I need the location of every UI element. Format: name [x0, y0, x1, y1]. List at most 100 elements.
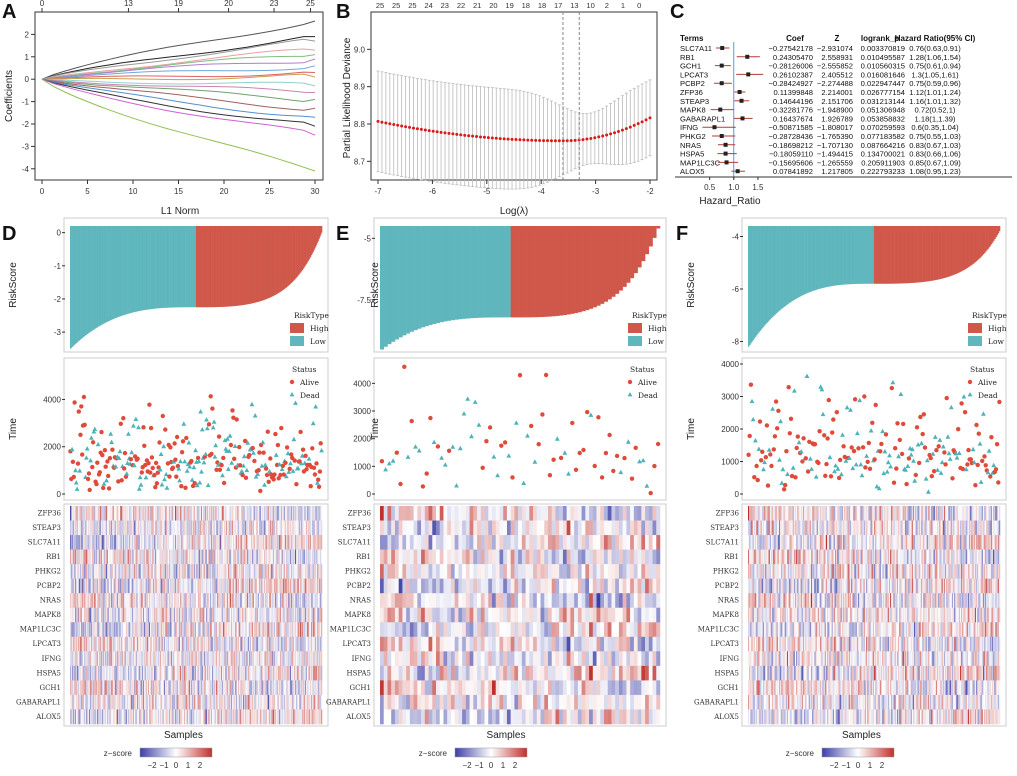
panel-d-heat-cell [320, 636, 322, 652]
panel-d-heat-cell [164, 651, 167, 667]
panel-d-risk-bar [272, 226, 274, 297]
panel-d-heat-cell [201, 622, 203, 638]
panel-d-risk-bar [291, 226, 293, 283]
panel-d-heat-cell [195, 636, 197, 652]
panel-d-heat-cell [139, 520, 141, 536]
panel-d-heat-cell [151, 622, 153, 638]
panel-d-heat-cell [284, 549, 286, 565]
panel-d-heat-cell [218, 680, 220, 696]
panel-d-risk-bar [301, 226, 303, 271]
panel-d-heat-cell [293, 535, 295, 550]
panel-d-heat-cell [164, 593, 167, 609]
panel-d-heat-cell [158, 506, 160, 521]
panel-d-heat-cell [296, 549, 298, 565]
panel-d-heat-cell [249, 506, 251, 521]
panel-d-heat-cell [276, 665, 278, 681]
panel-d-heat-cell [154, 593, 156, 609]
panel-d-heat-cell [223, 593, 225, 609]
panel-d-heat-cell [133, 680, 135, 696]
panel-d-heat-cell [88, 636, 90, 652]
panel-d-risk-bar [82, 226, 84, 338]
panel-d-heat-cell [318, 593, 320, 609]
panel-d-heat-cell [132, 506, 134, 521]
panel-d-heat-cell [266, 549, 268, 565]
panel-d-heat-cell [259, 651, 261, 667]
panel-d-heat-cell [131, 665, 133, 681]
panel-d-heat-cell [75, 636, 77, 652]
panel-d-heat-cell [133, 607, 135, 623]
panel-d-heat-cell [159, 578, 161, 594]
panel-d-heat-cell [240, 622, 242, 638]
panel-d-heat-cell [281, 564, 283, 579]
panel-d-legend-swatch-high [290, 323, 304, 333]
panel-d-heat-cell [137, 520, 139, 536]
panel-d-heat-cell [151, 680, 153, 696]
panel-d-heat-cell [311, 665, 313, 681]
panel-d-heat-cell [258, 607, 260, 623]
panel-d-heat-cell [198, 651, 200, 667]
panel-d-heat-cell [186, 651, 188, 667]
panel-d-risk-bar [239, 226, 241, 306]
panel-d-heat-cell [315, 622, 317, 638]
panel-d-heat-cell [201, 636, 203, 652]
panel-d-heat-cell [200, 535, 202, 550]
panel-d-heat-cell [292, 665, 294, 681]
panel-d-heat-cell [304, 636, 306, 652]
panel-d-heat-cell [124, 506, 126, 521]
panel-b-point [514, 138, 518, 142]
panel-d-heat-cell [170, 636, 172, 652]
panel-b-point [490, 136, 494, 140]
panel-d-heat-cell [173, 593, 175, 609]
panel-d-heat-cell [307, 506, 309, 521]
panel-d-heat-cell [259, 607, 261, 623]
panel-d-heat-cell [261, 607, 263, 623]
panel-d-status-point-dead [245, 440, 251, 445]
panel-d-heat-cell [241, 564, 243, 579]
panel-d-heat-cell [168, 549, 170, 565]
panel-d-heat-cell [174, 607, 176, 623]
panel-d-heat-cell [112, 535, 114, 550]
panel-b-point [553, 139, 557, 143]
panel-d-heat-cell [111, 506, 113, 521]
panel-d-heat-cell [218, 636, 220, 652]
panel-d-heat-cell [252, 578, 254, 594]
panel-d-heat-cell [243, 520, 245, 536]
panel-d-heat-cell [237, 607, 239, 623]
panel-d-heat-cell [265, 607, 267, 623]
panel-d-heat-cell [309, 593, 311, 609]
panel-d-heat-cell [271, 535, 273, 550]
panel-d-heat-cell [70, 665, 72, 681]
panel-d-heat-cell [179, 593, 181, 609]
panel-d-heat-cell [150, 622, 152, 638]
panel-d-heat-cell [249, 593, 251, 609]
panel-d-heat-cell [164, 607, 167, 623]
panel-d-heat-cell [306, 593, 308, 609]
panel-d-heat-cell [170, 680, 172, 696]
panel-c-hr-point [740, 116, 745, 121]
panel-d-heat-cell [108, 578, 110, 594]
panel-d-heat-cell [296, 593, 298, 609]
panel-d-heat-cell [197, 651, 199, 667]
panel-d-heat-cell [95, 520, 97, 536]
panel-d-heat-cell [239, 578, 241, 594]
panel-d-heat-cell [124, 549, 126, 565]
panel-d-risk-bar [170, 226, 172, 308]
panel-d-heat-cell [287, 622, 289, 638]
panel-d-heat-cell [180, 593, 182, 609]
panel-d-heat-cell [136, 564, 138, 579]
panel-d-heat-cell [289, 535, 291, 550]
panel-d-heat-cell [306, 665, 308, 681]
panel-d-heat-cell [235, 680, 237, 696]
panel-d-heat-cell [253, 651, 256, 667]
panel-a-ytick-label: 1 [25, 53, 30, 62]
panel-d-heat-cell [174, 506, 176, 521]
panel-d-heat-cell [84, 665, 86, 681]
panel-d-heat-cell [171, 607, 173, 623]
panel-d-heat-cell [220, 520, 222, 536]
panel-d-heat-cell [209, 622, 211, 638]
panel-d-risk-bar [212, 226, 214, 308]
panel-d-heat-cell [84, 636, 86, 652]
panel-d-heat-cell [174, 680, 176, 696]
panel-d-risk-bar [168, 226, 170, 308]
panel-d-heat-cell [149, 622, 151, 638]
